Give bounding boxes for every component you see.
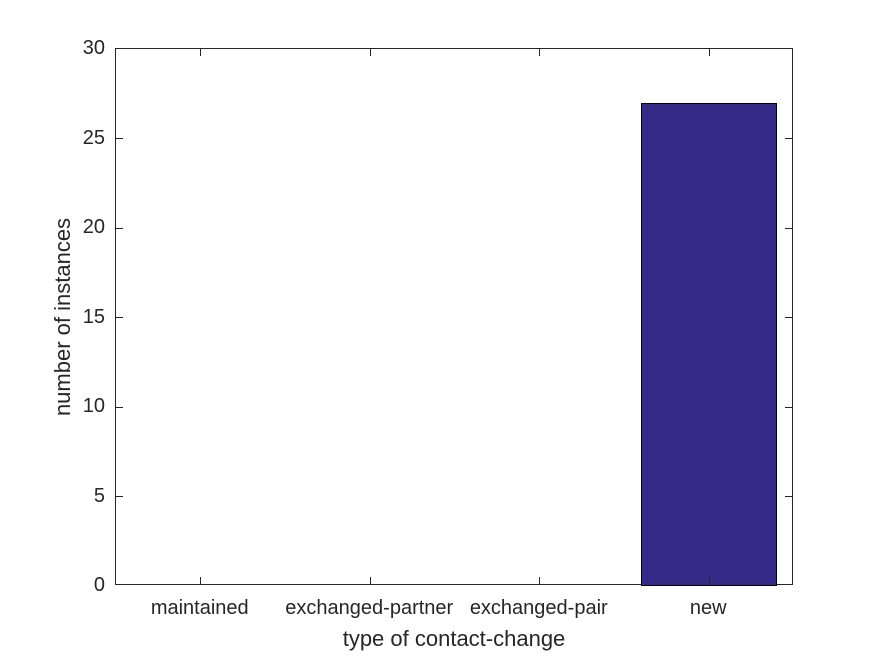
tick-mark (116, 138, 123, 139)
tick-mark (785, 227, 792, 229)
tick-mark (116, 227, 123, 229)
tick-mark (539, 49, 541, 56)
tick-mark (369, 577, 371, 584)
tick-mark (708, 49, 710, 56)
tick-mark (785, 496, 792, 497)
x-tick-label-exchanged-pair: exchanged-pair (469, 597, 608, 619)
y-tick-label: 20 (82, 216, 105, 238)
tick-mark (116, 406, 123, 408)
plot-area (115, 48, 793, 586)
x-tick-label-new: new (689, 597, 727, 619)
y-tick-label: 30 (82, 37, 105, 59)
y-tick-label: 5 (93, 484, 105, 507)
x-tick-label-maintained: maintained (150, 597, 249, 619)
tick-mark (369, 49, 371, 56)
y-tick-label: 10 (82, 395, 105, 417)
tick-mark (785, 317, 792, 318)
bar-new (641, 102, 778, 586)
tick-mark (200, 49, 202, 56)
tick-mark (708, 577, 710, 584)
tick-mark (539, 577, 541, 584)
tick-mark (785, 138, 792, 139)
tick-mark (116, 496, 123, 497)
x-tick-label-exchanged-partner: exchanged-partner (285, 597, 454, 619)
y-tick-label: 15 (82, 305, 105, 328)
tick-mark (785, 406, 792, 408)
tick-mark (200, 577, 202, 584)
tick-mark (116, 317, 123, 318)
y-tick-label: 0 (93, 574, 105, 596)
y-tick-label: 25 (82, 126, 105, 149)
x-axis-label: type of contact-change (342, 626, 566, 651)
